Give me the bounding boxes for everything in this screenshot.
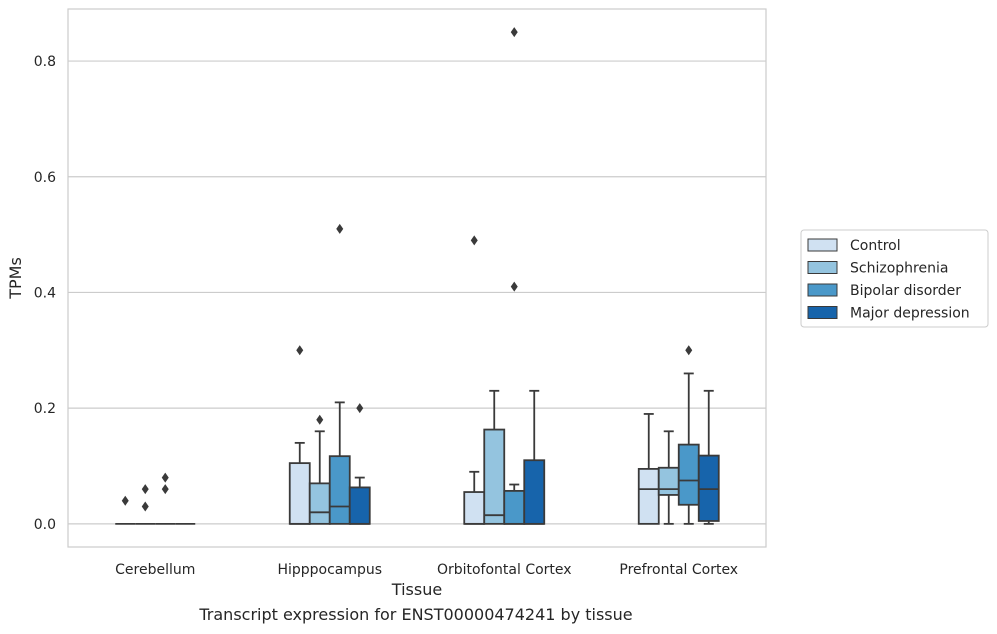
legend-label: Schizophrenia bbox=[850, 261, 948, 277]
box-body bbox=[657, 466, 680, 496]
legend-label: Control bbox=[850, 238, 901, 254]
box-0-0 bbox=[115, 495, 136, 525]
box-0-1 bbox=[135, 484, 156, 525]
box-body bbox=[328, 455, 351, 525]
box-1-1 bbox=[308, 414, 331, 525]
box-body bbox=[463, 491, 486, 525]
y-tick-label: 0.6 bbox=[34, 170, 56, 186]
box-1-3 bbox=[348, 403, 371, 525]
x-tick-label: Orbitofontal Cortex bbox=[437, 562, 572, 578]
legend-swatch bbox=[807, 238, 838, 252]
outlier-point bbox=[296, 345, 304, 356]
legend-frame bbox=[800, 229, 989, 328]
outlier-point bbox=[336, 223, 344, 234]
y-tick-label: 0.8 bbox=[34, 54, 56, 70]
box-2-0 bbox=[463, 235, 486, 525]
box-1-0 bbox=[288, 345, 311, 525]
boxes bbox=[115, 27, 720, 525]
outlier-point bbox=[316, 414, 324, 425]
outlier-point bbox=[510, 27, 518, 38]
x-tick-labels: Cerebellum Hipppocampus Orbitofontal Corte… bbox=[115, 562, 738, 578]
figure-caption: Transcript expression for ENST0000047424… bbox=[199, 605, 633, 624]
plot-frame bbox=[67, 8, 767, 548]
box-1-2 bbox=[328, 223, 351, 525]
box-body bbox=[503, 489, 526, 525]
outlier-point bbox=[356, 403, 364, 414]
outlier-point bbox=[141, 484, 149, 495]
box-3-2 bbox=[677, 345, 700, 525]
box-2-2 bbox=[503, 27, 526, 525]
box-body bbox=[348, 486, 371, 525]
box-3-1 bbox=[657, 430, 680, 525]
legend-swatch bbox=[807, 261, 838, 274]
box-2-1 bbox=[483, 389, 506, 525]
x-axis-label: Tissue bbox=[391, 580, 442, 599]
legend-label: Major depression bbox=[850, 306, 970, 322]
legend: Control Schizophrenia Bipolar disorder Majo… bbox=[800, 229, 989, 328]
legend-label: Bipolar disorder bbox=[850, 283, 961, 299]
box-0-2 bbox=[155, 472, 176, 525]
outlier-point bbox=[121, 495, 129, 506]
legend-swatch bbox=[807, 283, 838, 297]
outlier-point bbox=[685, 345, 693, 356]
outlier-point bbox=[141, 501, 149, 512]
y-tick-label: 0.2 bbox=[34, 401, 56, 417]
outlier-point bbox=[161, 472, 169, 483]
box-body bbox=[308, 482, 331, 525]
box-body bbox=[523, 459, 546, 525]
y-tick-label: 0.4 bbox=[34, 285, 56, 301]
outlier-point bbox=[470, 235, 478, 246]
box-body bbox=[288, 462, 311, 525]
y-tick-labels: 0.0 0.2 0.4 0.6 0.8 bbox=[34, 54, 56, 533]
x-tick-label: Hipppocampus bbox=[277, 562, 382, 578]
box-3-0 bbox=[637, 413, 660, 525]
outlier-point bbox=[161, 484, 169, 495]
legend-swatch bbox=[807, 306, 838, 319]
box-2-3 bbox=[523, 389, 546, 525]
x-tick-label: Cerebellum bbox=[115, 562, 195, 578]
box-body bbox=[677, 443, 700, 506]
y-axis-label: TPMs bbox=[6, 257, 25, 300]
grid-layer bbox=[68, 60, 766, 525]
box-body bbox=[483, 428, 506, 525]
y-tick-label: 0.0 bbox=[34, 517, 56, 533]
outlier-point bbox=[510, 281, 518, 292]
x-tick-label: Prefrontal Cortex bbox=[619, 562, 738, 578]
box-body bbox=[637, 468, 660, 525]
box-3-3 bbox=[697, 389, 720, 525]
